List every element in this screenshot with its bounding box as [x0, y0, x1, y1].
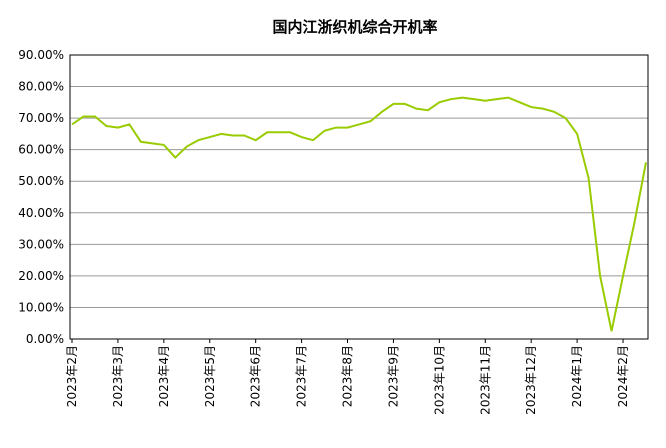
y-tick-label: 20.00% [18, 269, 64, 283]
x-tick-label: 2023年11月 [478, 345, 492, 415]
y-tick-label: 90.00% [18, 48, 64, 62]
plot-frame [69, 54, 649, 340]
x-tick-label: 2023年4月 [157, 345, 171, 407]
line-series [71, 96, 647, 332]
x-tick-label: 2023年5月 [203, 345, 217, 407]
x-tick-label: 2023年3月 [111, 345, 125, 407]
y-tick-label: 80.00% [18, 80, 64, 94]
y-tick-label: 30.00% [18, 237, 64, 251]
chart-title: 国内江浙织机综合开机率 [272, 18, 437, 36]
x-tick-label: 2023年10月 [432, 345, 446, 415]
x-tick-label: 2023年6月 [249, 345, 263, 407]
x-tick-label: 2023年9月 [386, 345, 400, 407]
x-tick-label: 2023年7月 [295, 345, 309, 407]
y-tick-label: 40.00% [18, 206, 64, 220]
y-tick-label: 50.00% [18, 174, 64, 188]
x-tick-label: 2023年12月 [524, 345, 538, 415]
x-tick-label: 2023年8月 [341, 345, 355, 407]
y-tick-label: 0.00% [26, 332, 64, 346]
x-tick-label: 2023年2月 [65, 345, 79, 407]
y-tick-label: 60.00% [18, 143, 64, 157]
x-tick-label: 2024年2月 [616, 345, 630, 407]
x-tick-label: 2024年1月 [570, 345, 584, 407]
y-tick-label: 70.00% [18, 111, 64, 125]
y-tick-label: 10.00% [18, 300, 64, 314]
